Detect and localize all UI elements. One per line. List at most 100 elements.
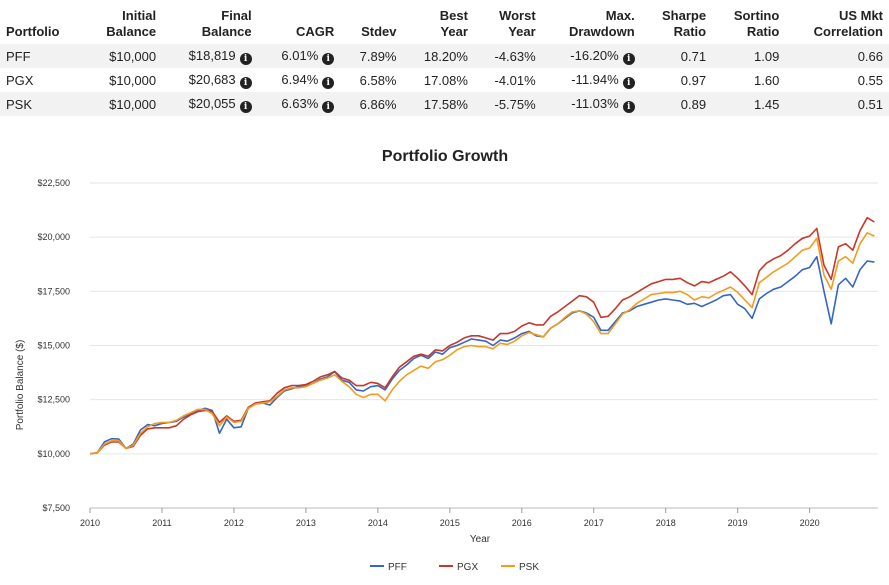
x-tick-label: 2010: [80, 518, 100, 528]
cell-value: 17.08%: [423, 72, 468, 88]
cell-value: PSK: [6, 96, 33, 112]
y-tick-label: $10,000: [37, 449, 70, 459]
y-tick-label: $22,500: [37, 178, 70, 188]
column-header-line2: Ratio: [673, 24, 707, 39]
cell-value: PGX: [6, 72, 34, 88]
column-header-line2: Portfolio: [6, 24, 60, 39]
cell-value: 1.45: [754, 96, 780, 112]
cell-value: 6.86%: [359, 96, 397, 112]
cell-stdev: 6.86%: [340, 92, 402, 116]
x-tick-label: 2019: [728, 518, 748, 528]
cell-value: -5.75%: [494, 96, 536, 112]
portfolio-growth-chart: Portfolio Growth $7,500 $10,000 $12,500 $15…: [15, 148, 878, 573]
cell-portfolio: PSK: [0, 92, 83, 116]
column-header-stdev: Stdev: [340, 0, 402, 44]
cell-best: 17.08%: [403, 68, 474, 92]
column-header-line2: Balance: [201, 24, 252, 39]
y-tick-label: $7,500: [42, 503, 70, 513]
cell-initial: $10,000: [83, 68, 162, 92]
y-tick-label: $20,000: [37, 232, 70, 242]
cell-sortino: 1.09: [712, 44, 785, 68]
cell-corr: 0.51: [785, 92, 889, 116]
cell-best: 18.20%: [403, 44, 474, 68]
column-header-line2: Balance: [106, 24, 157, 39]
column-header-line1: Final: [221, 8, 252, 23]
column-header-maxdd: Max. Drawdown: [542, 0, 641, 44]
legend-label: PSK: [519, 562, 539, 573]
info-circle-icon[interactable]: i: [622, 100, 635, 113]
column-header-line1: Initial: [122, 8, 157, 23]
cell-cagr: 6.94% i: [258, 68, 341, 92]
cell-initial: $10,000: [83, 92, 162, 116]
column-header-line2: Correlation: [813, 24, 883, 39]
info-circle-icon[interactable]: i: [322, 76, 335, 89]
info-circle-icon[interactable]: i: [239, 52, 252, 65]
x-tick-label: 2016: [512, 518, 532, 528]
cell-sortino: 1.60: [712, 68, 785, 92]
x-tick-label: 2013: [296, 518, 316, 528]
column-header-cagr: CAGR: [258, 0, 341, 44]
cell-sortino: 1.45: [712, 92, 785, 116]
x-axis: 2010 2011 2012 2013 2014 2015 2016 2017 2018 2019…: [80, 508, 820, 528]
column-header-line1: Worst: [499, 8, 536, 23]
cell-value: PFF: [6, 48, 31, 64]
cell-value: 0.97: [680, 72, 707, 88]
column-header-worst: Worst Year: [474, 0, 542, 44]
info-circle-icon[interactable]: i: [322, 52, 335, 65]
column-header-best: Best Year: [403, 0, 474, 44]
column-header-line2: Stdev: [361, 24, 397, 39]
column-header-portfolio: Portfolio: [0, 0, 83, 44]
column-header-sharpe: Sharpe Ratio: [641, 0, 712, 44]
cell-value: 0.71: [680, 48, 707, 64]
legend-item-pgx[interactable]: PGX: [439, 562, 478, 573]
cell-value: 6.63%: [281, 95, 319, 111]
cell-value: $10,000: [109, 96, 157, 112]
cell-maxdd: -11.94% i: [542, 68, 641, 92]
info-circle-icon[interactable]: i: [622, 52, 635, 65]
x-axis-label: Year: [470, 534, 491, 545]
info-circle-icon[interactable]: i: [322, 100, 335, 113]
cell-value: -11.03%: [571, 95, 619, 111]
cell-sharpe: 0.71: [641, 44, 712, 68]
cell-portfolio: PFF: [0, 44, 83, 68]
cell-cagr: 6.63% i: [258, 92, 341, 116]
cell-value: 0.66: [857, 48, 883, 64]
y-tick-label: $17,500: [37, 286, 70, 296]
cell-value: 18.20%: [423, 48, 468, 64]
y-axis-label: Portfolio Balance ($): [15, 340, 26, 431]
portfolio-stats-table: Portfolio Initial Balance Final Balance CAGR S…: [0, 0, 889, 116]
cell-maxdd: -16.20% i: [542, 44, 641, 68]
grid-lines: [90, 182, 878, 509]
legend-item-psk[interactable]: PSK: [501, 562, 539, 573]
cell-worst: -4.01%: [474, 68, 542, 92]
column-header-line2: Year: [508, 24, 536, 39]
cell-value: $18,819: [188, 47, 236, 63]
cell-worst: -5.75%: [474, 92, 542, 116]
column-header-line1: Max.: [605, 8, 635, 23]
cell-value: -11.94%: [571, 71, 619, 87]
cell-value: 7.89%: [359, 48, 397, 64]
cell-final: $20,683 i: [162, 68, 258, 92]
cell-value: -4.01%: [494, 72, 536, 88]
series-line-pff: [89, 255, 875, 455]
cell-value: $20,683: [188, 71, 236, 87]
column-header-line1: Best: [439, 8, 468, 23]
legend-label: PGX: [457, 562, 478, 573]
cell-value: 0.51: [857, 96, 883, 112]
column-header-line2: Year: [440, 24, 468, 39]
y-tick-label: $15,000: [37, 341, 70, 351]
info-circle-icon[interactable]: i: [622, 76, 635, 89]
table-header-row: Portfolio Initial Balance Final Balance CAGR S…: [0, 0, 889, 44]
cell-sharpe: 0.89: [641, 92, 712, 116]
cell-value: $10,000: [109, 48, 157, 64]
column-header-line2: CAGR: [295, 24, 335, 39]
x-tick-label: 2015: [440, 518, 460, 528]
cell-value: $20,055: [188, 95, 236, 111]
cell-worst: -4.63%: [474, 44, 542, 68]
cell-best: 17.58%: [403, 92, 474, 116]
legend-item-pff[interactable]: PFF: [370, 562, 407, 573]
info-circle-icon[interactable]: i: [239, 76, 252, 89]
info-circle-icon[interactable]: i: [239, 100, 252, 113]
y-axis: $7,500 $10,000 $12,500 $15,000 $17,500 $20,00…: [37, 178, 70, 513]
column-header-line2: Drawdown: [568, 24, 635, 39]
